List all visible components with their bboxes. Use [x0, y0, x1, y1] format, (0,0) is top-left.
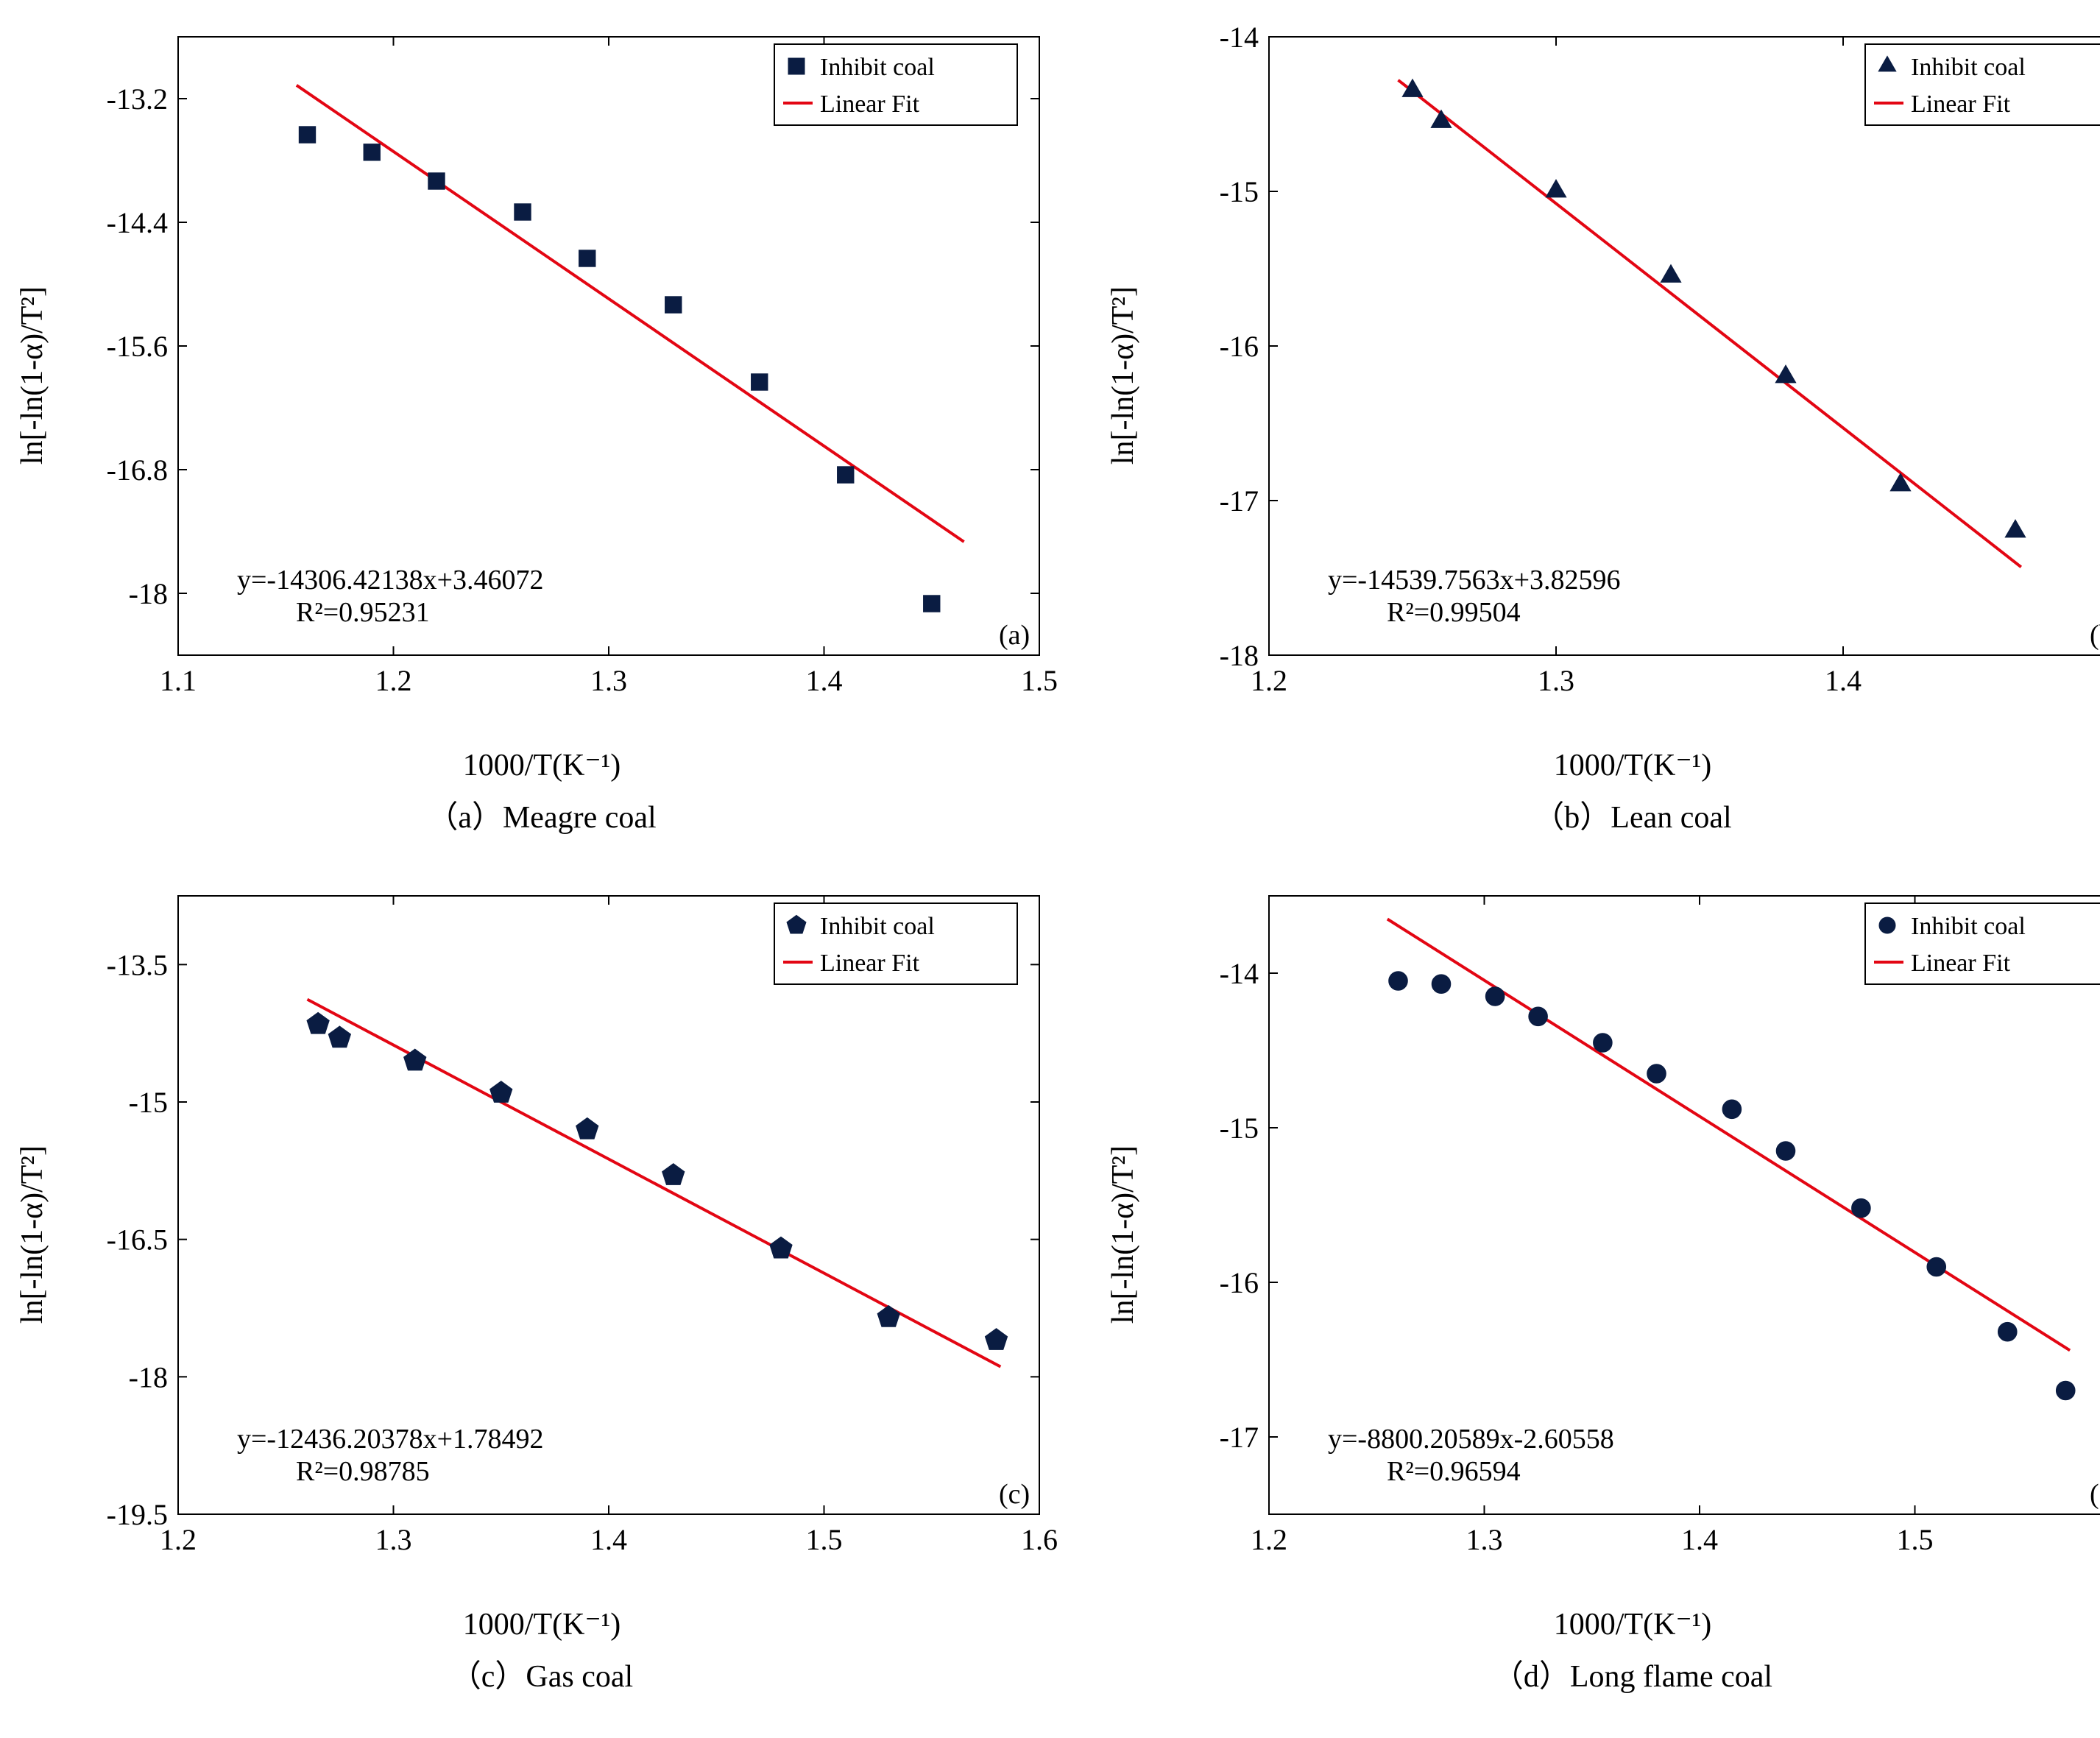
svg-text:-18: -18 — [1220, 639, 1259, 672]
legend-series-label: Inhibit coal — [1911, 913, 2026, 940]
svg-text:-13.5: -13.5 — [107, 948, 168, 981]
panel-a: ln[-ln(1-α)/T²] 1.1 1.2 1.3 1.4 1.5 -18 -16.8 -1… — [0, 0, 1083, 852]
svg-text:1.3: 1.3 — [1538, 664, 1574, 697]
fit-equation: y=-12436.20378x+1.78492 — [237, 1424, 544, 1455]
svg-text:1.6: 1.6 — [1021, 1523, 1058, 1556]
svg-text:-14.4: -14.4 — [107, 206, 168, 239]
svg-text:-18: -18 — [129, 1360, 168, 1393]
fit-equation: y=-8800.20589x-2.60558 — [1328, 1424, 1614, 1455]
svg-text:-13.2: -13.2 — [107, 82, 168, 116]
svg-text:1.5: 1.5 — [806, 1523, 843, 1556]
plot-wrap-c: ln[-ln(1-α)/T²]1.21.31.41.51.6-19.5-18-1… — [15, 866, 1069, 1603]
svg-text:1.2: 1.2 — [375, 664, 412, 697]
panel-caption: （b）Lean coal — [1533, 792, 1731, 837]
plot-wrap-d: ln[-ln(1-α)/T²]1.21.31.41.51.6-17-16-15-… — [1106, 866, 2100, 1603]
x-axis-label: 1000/T(K⁻¹) — [1554, 746, 1711, 783]
figure-grid: ln[-ln(1-α)/T²] 1.1 1.2 1.3 1.4 1.5 -18 -16.8 -1… — [0, 0, 2100, 1711]
fit-equation: y=-14539.7563x+3.82596 — [1328, 565, 1621, 596]
svg-text:-14: -14 — [1220, 957, 1259, 990]
fit-r2: R²=0.98785 — [296, 1456, 430, 1487]
x-axis-label: 1000/T(K⁻¹) — [463, 1605, 621, 1642]
legend-fit-label: Linear Fit — [820, 91, 920, 118]
panel-d: ln[-ln(1-α)/T²]1.21.31.41.51.6-17-16-15-… — [1091, 859, 2100, 1711]
panel-letter: (b) — [2090, 620, 2100, 651]
legend-series-label: Inhibit coal — [820, 913, 935, 940]
legend-fit-label: Linear Fit — [820, 950, 920, 977]
scatter-plot-d: 1.21.31.41.51.6-17-16-15-14Inhibit coalL… — [1144, 866, 2100, 1603]
legend-fit-label: Linear Fit — [1911, 950, 2011, 977]
svg-text:-16.8: -16.8 — [107, 453, 168, 487]
linear-fit-line — [1399, 80, 2021, 568]
fit-equation: y=-14306.42138x+3.46072 — [237, 565, 544, 596]
y-axis-label: ln[-ln(1-α)/T²] — [1106, 286, 1141, 464]
plot-wrap-a: ln[-ln(1-α)/T²] 1.1 1.2 1.3 1.4 1.5 -18 -16.8 -1… — [15, 7, 1069, 743]
svg-text:-19.5: -19.5 — [107, 1498, 168, 1531]
y-axis-label: ln[-ln(1-α)/T²] — [15, 1145, 50, 1324]
svg-text:-16: -16 — [1220, 330, 1259, 363]
svg-text:1.3: 1.3 — [375, 1523, 412, 1556]
panel-caption: （a）Meagre coal — [427, 792, 656, 837]
legend-series-label: Inhibit coal — [1911, 54, 2026, 81]
svg-text:1.4: 1.4 — [806, 664, 843, 697]
svg-text:1.3: 1.3 — [590, 664, 627, 697]
svg-text:-14: -14 — [1220, 21, 1259, 54]
svg-text:-17: -17 — [1220, 1421, 1259, 1454]
svg-text:1.3: 1.3 — [1466, 1523, 1503, 1556]
scatter-plot-c: 1.21.31.41.51.6-19.5-18-16.5-15-13.5Inhi… — [53, 866, 1069, 1603]
svg-text:-17: -17 — [1220, 484, 1259, 517]
legend-fit-label: Linear Fit — [1911, 91, 2011, 118]
y-axis-label: ln[-ln(1-α)/T²] — [1106, 1145, 1141, 1324]
svg-text:1.4: 1.4 — [1681, 1523, 1718, 1556]
panel-letter: (c) — [999, 1479, 1030, 1510]
fit-r2: R²=0.96594 — [1387, 1456, 1521, 1487]
scatter-plot-b: 1.21.31.41.5-18-17-16-15-14Inhibit coalL… — [1144, 7, 2100, 743]
svg-text:1.5: 1.5 — [1021, 664, 1058, 697]
y-axis-label: ln[-ln(1-α)/T²] — [15, 286, 50, 464]
panel-c: ln[-ln(1-α)/T²]1.21.31.41.51.6-19.5-18-1… — [0, 859, 1083, 1711]
panel-letter: (d) — [2090, 1479, 2100, 1510]
fit-r2: R²=0.99504 — [1387, 597, 1521, 628]
scatter-plot-a: 1.1 1.2 1.3 1.4 1.5 -18 -16.8 -15.6 -14.4 -13.2 In… — [53, 7, 1069, 743]
panel-letter: (a) — [999, 620, 1030, 651]
x-axis-label: 1000/T(K⁻¹) — [1554, 1605, 1711, 1642]
panel-caption: （c）Gas coal — [450, 1651, 633, 1696]
legend-series-label: Inhibit coal — [820, 54, 935, 81]
svg-text:-15: -15 — [1220, 1112, 1259, 1145]
fit-r2: R²=0.95231 — [296, 597, 430, 628]
panel-caption: （d）Long flame coal — [1493, 1651, 1772, 1696]
svg-text:1.5: 1.5 — [1897, 1523, 1934, 1556]
svg-text:1.1: 1.1 — [160, 664, 197, 697]
svg-text:-16: -16 — [1220, 1266, 1259, 1299]
svg-text:-15: -15 — [1220, 175, 1259, 208]
svg-text:1.2: 1.2 — [1251, 1523, 1287, 1556]
svg-text:1.4: 1.4 — [590, 1523, 627, 1556]
x-axis-label: 1000/T(K⁻¹) — [463, 746, 621, 783]
svg-text:-16.5: -16.5 — [107, 1223, 168, 1257]
svg-text:1.4: 1.4 — [1825, 664, 1862, 697]
linear-fit-line — [297, 85, 964, 542]
svg-text:-15.6: -15.6 — [107, 330, 168, 363]
svg-text:-18: -18 — [129, 577, 168, 610]
panel-b: ln[-ln(1-α)/T²]1.21.31.41.5-18-17-16-15-… — [1091, 0, 2100, 852]
plot-wrap-b: ln[-ln(1-α)/T²]1.21.31.41.5-18-17-16-15-… — [1106, 7, 2100, 743]
svg-text:-15: -15 — [129, 1086, 168, 1119]
